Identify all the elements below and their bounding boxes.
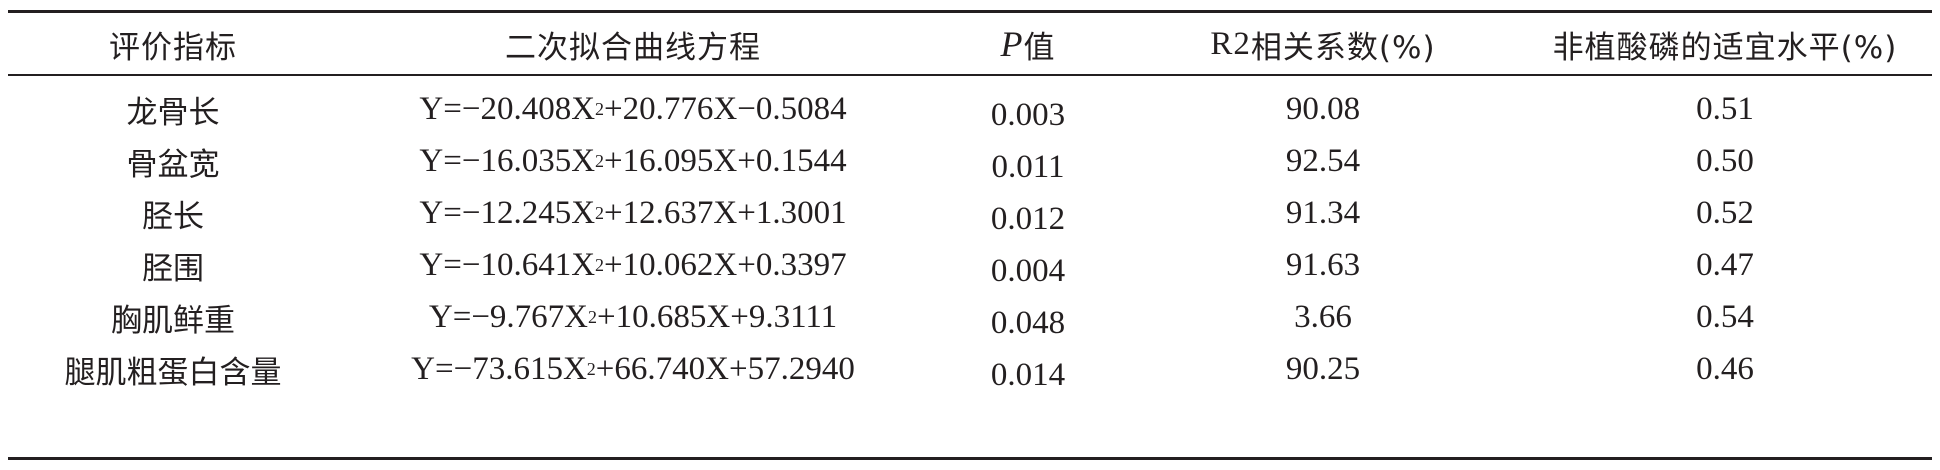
p-value-cell: 0.003 xyxy=(990,96,1066,133)
equation-part: Y=−12.245X xyxy=(419,194,596,231)
r-squared-cell: 90.25 xyxy=(1285,350,1361,387)
header-indicator: 评价指标 xyxy=(109,29,237,66)
header-equation: 二次拟合曲线方程 xyxy=(505,29,761,66)
header-optimal-level: 非植酸磷的适宜水平(%) xyxy=(1552,29,1898,66)
equation-cell: Y=−16.035X 2 +16.095X+0.1544 xyxy=(419,142,847,179)
table-row: 胫长 Y=−12.245X 2 +12.637X+1.3001 0.012 91.3… xyxy=(8,182,1932,244)
r-squared-cell: 92.54 xyxy=(1285,142,1361,179)
optimal-level-cell: 0.46 xyxy=(1696,350,1754,387)
equation-part: +66.740X+57.2940 xyxy=(595,350,855,387)
p-value-cell: 0.011 xyxy=(991,148,1065,185)
optimal-level-cell: 0.51 xyxy=(1696,90,1754,127)
header-p-suffix: 值 xyxy=(1023,29,1056,66)
indicator-cell: 胫围 xyxy=(142,250,204,287)
optimal-level-cell: 0.52 xyxy=(1696,194,1754,231)
equation-part: +10.685X+9.3111 xyxy=(597,298,838,335)
equation-part: +16.095X+0.1544 xyxy=(604,142,847,179)
table-row: 腿肌粗蛋白含量 Y=−73.615X 2 +66.740X+57.2940 0.01… xyxy=(8,338,1932,400)
r-squared-cell: 91.34 xyxy=(1285,194,1361,231)
indicator-cell: 骨盆宽 xyxy=(126,146,220,183)
equation-part: +12.637X+1.3001 xyxy=(604,194,847,231)
optimal-level-cell: 0.50 xyxy=(1696,142,1754,179)
indicator-cell: 龙骨长 xyxy=(126,94,220,131)
equation-cell: Y=−73.615X 2 +66.740X+57.2940 xyxy=(411,350,855,387)
equation-part: +10.062X+0.3397 xyxy=(604,246,847,283)
header-r-symbol: R xyxy=(1210,25,1234,62)
table-row: 胸肌鲜重 Y=−9.767X 2 +10.685X+9.3111 0.048 3.6… xyxy=(8,286,1932,348)
indicator-cell: 胸肌鲜重 xyxy=(111,302,235,339)
table-row: 胫围 Y=−10.641X 2 +10.062X+0.3397 0.004 91.6… xyxy=(8,234,1932,296)
p-value-cell: 0.004 xyxy=(990,252,1066,289)
table-bottom-rule xyxy=(8,457,1932,460)
equation-cell: Y=−9.767X 2 +10.685X+9.3111 xyxy=(428,298,838,335)
p-value-cell: 0.048 xyxy=(990,304,1066,341)
equation-cell: Y=−12.245X 2 +12.637X+1.3001 xyxy=(419,194,847,231)
table-header-rule xyxy=(8,74,1932,76)
table-top-rule xyxy=(8,10,1932,13)
table-row: 龙骨长 Y=−20.408X 2 +20.776X−0.5084 0.003 90.… xyxy=(8,78,1932,140)
equation-cell: Y=−10.641X 2 +10.062X+0.3397 xyxy=(419,246,847,283)
indicator-cell: 胫长 xyxy=(142,198,204,235)
r-squared-cell: 3.66 xyxy=(1294,298,1352,335)
equation-part: Y=−73.615X xyxy=(411,350,587,387)
indicator-cell: 腿肌粗蛋白含量 xyxy=(64,354,282,391)
optimal-level-cell: 0.54 xyxy=(1696,298,1754,335)
equation-part: Y=−9.767X xyxy=(428,298,589,335)
r-squared-cell: 91.63 xyxy=(1285,246,1361,283)
equation-part: Y=−10.641X xyxy=(419,246,596,283)
header-p-symbol: P xyxy=(1000,24,1024,64)
optimal-level-cell: 0.47 xyxy=(1696,246,1754,283)
table-row: 骨盆宽 Y=−16.035X 2 +16.095X+0.1544 0.011 92.… xyxy=(8,130,1932,192)
p-value-cell: 0.012 xyxy=(990,200,1066,237)
r-squared-cell: 90.08 xyxy=(1285,90,1361,127)
p-value-cell: 0.014 xyxy=(990,356,1066,393)
header-r-label: 相关系数(%) xyxy=(1250,29,1436,66)
equation-part: +20.776X−0.5084 xyxy=(604,90,847,127)
equation-cell: Y=−20.408X 2 +20.776X−0.5084 xyxy=(419,90,847,127)
equation-part: Y=−20.408X xyxy=(419,90,596,127)
equation-part: Y=−16.035X xyxy=(419,142,596,179)
